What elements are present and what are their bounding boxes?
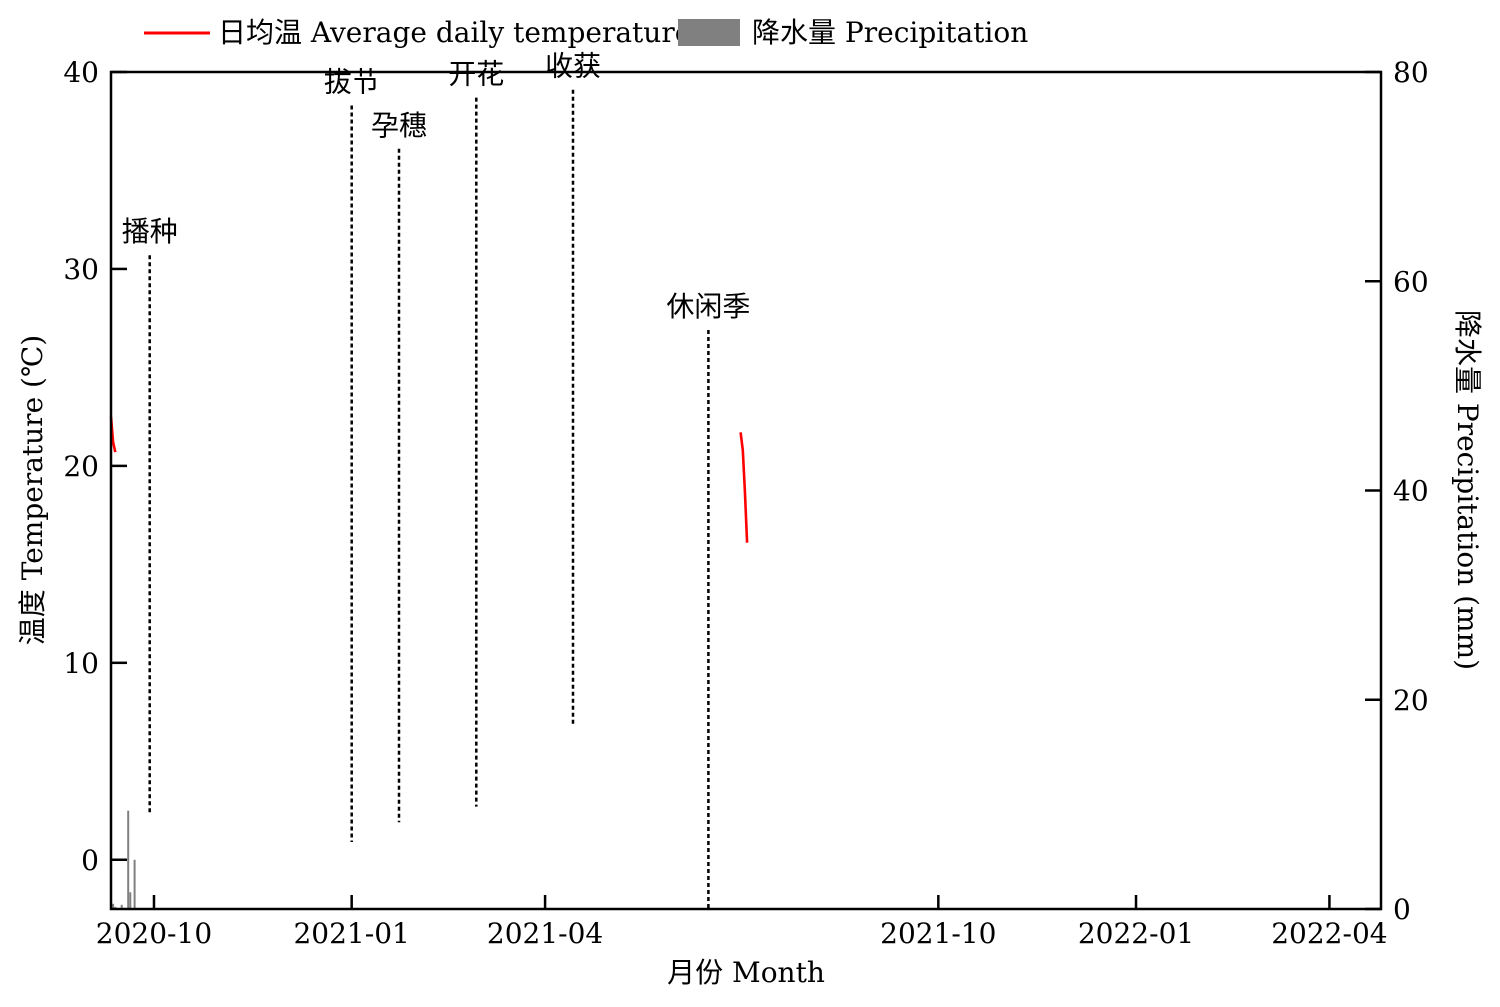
stage-label: 拔节 — [324, 66, 380, 99]
precipitation-bar — [129, 892, 132, 909]
stage-label: 收获 — [545, 50, 601, 83]
stage-label: 播种 — [122, 215, 178, 248]
stage-label: 开花 — [448, 58, 504, 91]
y-left-tick-label: 0 — [81, 844, 99, 877]
axis-ticks: 0 10 20 30 40 0 20 40 60 80 2020-10 2021-01 2021-04 2… — [63, 56, 1428, 950]
y-left-tick-label: 20 — [63, 450, 99, 483]
y-left-axis-label: 温度 Temperature (℃) — [16, 335, 49, 645]
y-right-tick-label: 0 — [1393, 893, 1411, 926]
stage-label: 孕穗 — [371, 109, 427, 142]
x-tick-label: 2022-04 — [1271, 917, 1387, 950]
legend: 日均温 Average daily temperature 降水量 Precip… — [144, 16, 1028, 49]
precipitation-bar — [120, 904, 123, 909]
stage-label: 休闲季 — [666, 290, 750, 323]
temperature-series-line — [739, 432, 749, 543]
y-left-tick-label: 40 — [63, 56, 99, 89]
y-right-axis-label: 降水量 Precipitation (mm) — [1451, 310, 1484, 670]
precipitation-bar — [133, 859, 136, 909]
y-left-tick-label: 30 — [63, 253, 99, 286]
legend-precipitation-label: 降水量 Precipitation — [752, 16, 1028, 49]
y-right-tick-label: 80 — [1393, 56, 1429, 89]
temperature-line — [109, 416, 749, 543]
x-axis-label: 月份 Month — [667, 956, 825, 989]
x-tick-label: 2022-01 — [1078, 917, 1194, 950]
y-left-tick-label: 10 — [63, 647, 99, 680]
x-tick-label: 2021-04 — [487, 917, 603, 950]
x-tick-label: 2021-10 — [880, 917, 996, 950]
x-tick-label: 2020-10 — [96, 917, 212, 950]
y-right-tick-label: 20 — [1393, 684, 1429, 717]
precipitation-bar — [127, 810, 130, 909]
y-right-tick-label: 40 — [1393, 475, 1429, 508]
legend-temperature-label: 日均温 Average daily temperature — [218, 16, 691, 49]
legend-precipitation-swatch — [678, 19, 740, 46]
x-tick-label: 2021-01 — [293, 917, 409, 950]
precipitation-bar — [112, 903, 115, 909]
y-right-tick-label: 60 — [1393, 265, 1429, 298]
